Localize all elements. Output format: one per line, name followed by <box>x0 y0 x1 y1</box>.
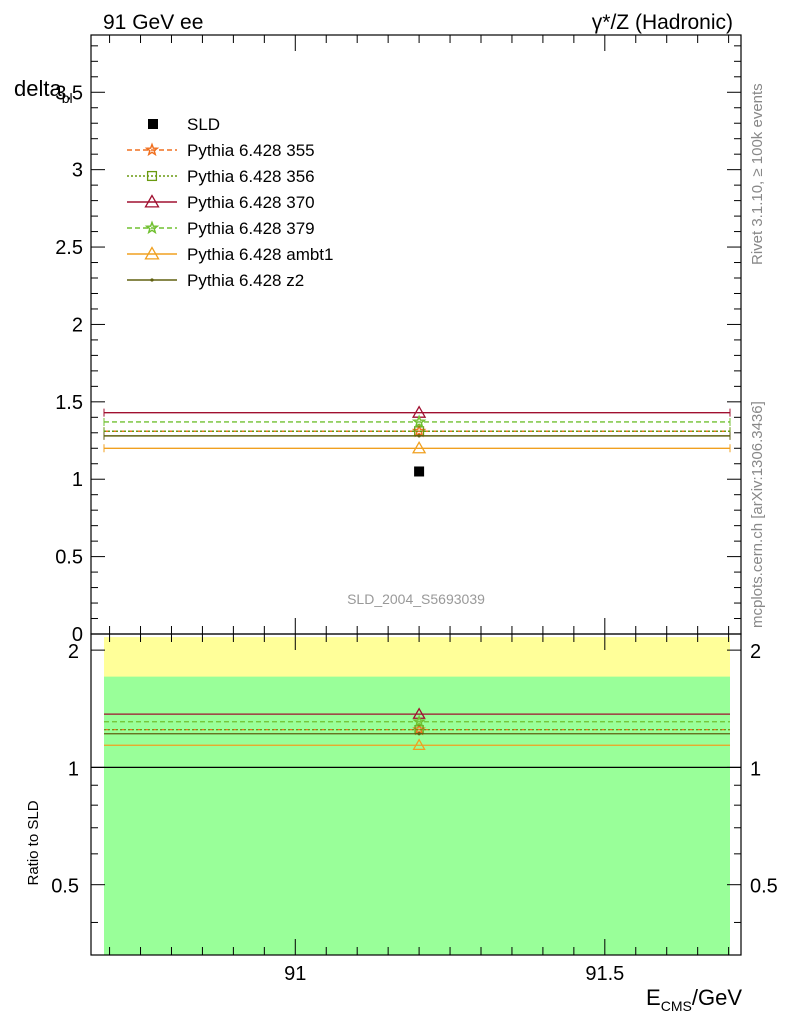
main-ytick-label: 1 <box>72 469 83 491</box>
legend-label-5: Pythia 6.428 z2 <box>187 271 304 290</box>
ratio-ytick-label-right: 1 <box>750 758 761 780</box>
legend-marker-2 <box>144 194 160 208</box>
legend-label-3: Pythia 6.428 379 <box>187 219 315 238</box>
main-ytick-label: 3.5 <box>55 82 83 104</box>
legend-label-1: Pythia 6.428 356 <box>187 167 315 186</box>
ratio-marker-4 <box>412 738 426 751</box>
main-ytick-label: 0 <box>72 624 83 646</box>
ratio-frame <box>90 633 742 956</box>
main-ylabel-main: delta <box>14 76 62 101</box>
legend-label-sld: SLD <box>187 115 220 134</box>
xlabel: ECMS/GeV <box>646 985 742 1014</box>
ratio-ytick-label: 0.5 <box>51 876 79 898</box>
header-right-label: γ*/Z (Hadronic) <box>592 11 733 34</box>
ratio-ylabel: Ratio to SLD <box>25 800 42 885</box>
xlabel-sub: CMS <box>661 998 692 1014</box>
ratio-ytick-label-right: 2 <box>750 641 761 663</box>
legend-marker-5 <box>150 278 154 282</box>
ratio-ytick-label-right: 0.5 <box>750 876 778 898</box>
series-marker-5 <box>417 434 421 438</box>
series-marker-3 <box>411 414 427 429</box>
main-plot: 0 0.5 1 1.5 2 2.5 3 3.5 <box>55 34 742 646</box>
ratio-marker-5 <box>417 732 421 736</box>
main-ytick-label: 0.5 <box>55 547 83 569</box>
legend-marker-0 <box>144 142 160 157</box>
xlabel-tail: /GeV <box>692 985 742 1010</box>
legend-marker-4 <box>144 246 160 260</box>
ratio-ytick-label: 1 <box>68 758 79 780</box>
legend-label-2: Pythia 6.428 370 <box>187 193 315 212</box>
header-left-label: 91 GeV ee <box>103 11 203 34</box>
data-point-sld <box>414 466 425 477</box>
main-ytick-label: 2.5 <box>55 237 83 259</box>
main-ytick-label: 1.5 <box>55 392 83 414</box>
legend-marker-sld <box>148 119 158 129</box>
watermark: SLD_2004_S5693039 <box>347 591 485 607</box>
ratio-plot: 0.5 0.5 1 1 2 2 91 91.5 <box>51 633 778 985</box>
main-ytick-label: 3 <box>72 160 83 182</box>
legend: SLD Pythia 6.428 355 Pythia 6.428 356 Pythi… <box>127 115 333 290</box>
main-ylabel: deltabl <box>14 76 73 106</box>
mcplots-label: mcplots.cern.ch [arXiv:1306.3436] <box>749 401 766 628</box>
legend-marker-3 <box>144 220 160 235</box>
legend-label-0: Pythia 6.428 355 <box>187 141 315 160</box>
main-ylabel-sub: bl <box>62 90 73 106</box>
main-ytick-label: 2 <box>72 314 83 336</box>
xlabel-main: E <box>646 985 661 1010</box>
legend-marker-1 <box>146 170 158 182</box>
legend-label-4: Pythia 6.428 ambt1 <box>187 245 333 264</box>
ratio-marker-3 <box>412 714 426 728</box>
series-marker-4 <box>411 440 427 454</box>
xtick-label: 91.5 <box>585 963 624 985</box>
xtick-label: 91 <box>284 963 306 985</box>
rivet-label: Rivet 3.1.10, ≥ 100k events <box>749 83 766 265</box>
ratio-ytick-label: 2 <box>68 641 79 663</box>
